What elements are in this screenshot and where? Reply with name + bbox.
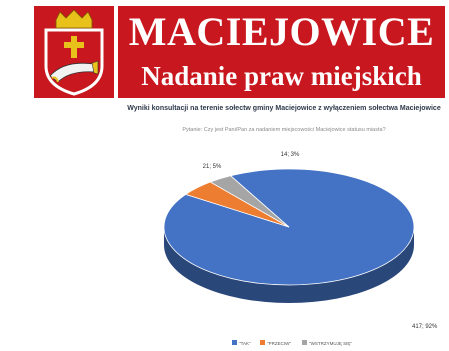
data-label-1: 21; 5% bbox=[203, 164, 222, 170]
legend-label-0: "TAK" bbox=[239, 341, 251, 346]
data-label-2: 14; 3% bbox=[281, 152, 300, 158]
banner-title: MACIEJOWICE bbox=[128, 9, 435, 54]
legend-swatch-2 bbox=[302, 340, 307, 345]
header-banner: MACIEJOWICE Nadanie praw miejskich bbox=[0, 0, 449, 102]
pie-slice-2 bbox=[209, 175, 290, 228]
pie-chart: 417; 92% 21; 5% 14; 3% "TAK" "PRZECIW" "WSTRZ… bbox=[163, 152, 438, 346]
crest-icon bbox=[44, 9, 104, 96]
pie-slice-side-0-0 bbox=[164, 227, 414, 303]
chart-container: 417; 92% 21; 5% 14; 3% "TAK" "PRZECIW" "WSTRZ… bbox=[124, 104, 444, 349]
chart-title: Wyniki konsultacji na terenie sołectw gm… bbox=[127, 105, 441, 112]
title-box: MACIEJOWICE Nadanie praw miejskich bbox=[118, 6, 445, 98]
banner-subtitle: Nadanie praw miejskich bbox=[141, 61, 422, 91]
chart-subtitle: Pytanie: Czy jest Pani/Pan za nadaniem m… bbox=[182, 127, 386, 133]
legend-swatch-0 bbox=[232, 340, 237, 345]
data-label-0: 417; 92% bbox=[412, 324, 438, 330]
legend-label-2: "WSTRZYMUJĘ SIĘ" bbox=[309, 341, 352, 346]
legend-swatch-1 bbox=[260, 340, 265, 345]
coat-of-arms bbox=[34, 6, 114, 98]
legend-label-1: "PRZECIW" bbox=[267, 341, 291, 346]
